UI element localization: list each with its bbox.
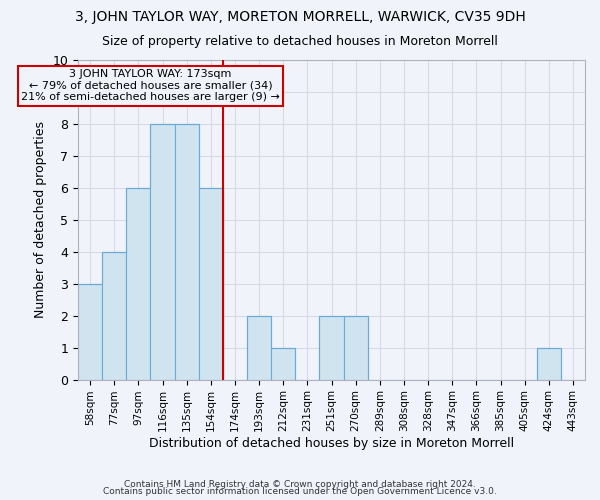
Text: Contains HM Land Registry data © Crown copyright and database right 2024.: Contains HM Land Registry data © Crown c… [124,480,476,489]
Bar [199,188,223,380]
Bar [102,252,126,380]
X-axis label: Distribution of detached houses by size in Moreton Morrell: Distribution of detached houses by size … [149,437,514,450]
Text: 3, JOHN TAYLOR WAY, MORETON MORRELL, WARWICK, CV35 9DH: 3, JOHN TAYLOR WAY, MORETON MORRELL, WAR… [74,10,526,24]
Bar [175,124,199,380]
Text: Contains public sector information licensed under the Open Government Licence v3: Contains public sector information licen… [103,487,497,496]
Bar [151,124,175,380]
Text: Size of property relative to detached houses in Moreton Morrell: Size of property relative to detached ho… [102,35,498,48]
Bar [537,348,561,380]
Bar [344,316,368,380]
Bar [78,284,102,380]
Bar [319,316,344,380]
Bar [247,316,271,380]
Y-axis label: Number of detached properties: Number of detached properties [34,122,47,318]
Bar [271,348,295,380]
Text: 3 JOHN TAYLOR WAY: 173sqm
← 79% of detached houses are smaller (34)
21% of semi-: 3 JOHN TAYLOR WAY: 173sqm ← 79% of detac… [21,69,280,102]
Bar [126,188,151,380]
